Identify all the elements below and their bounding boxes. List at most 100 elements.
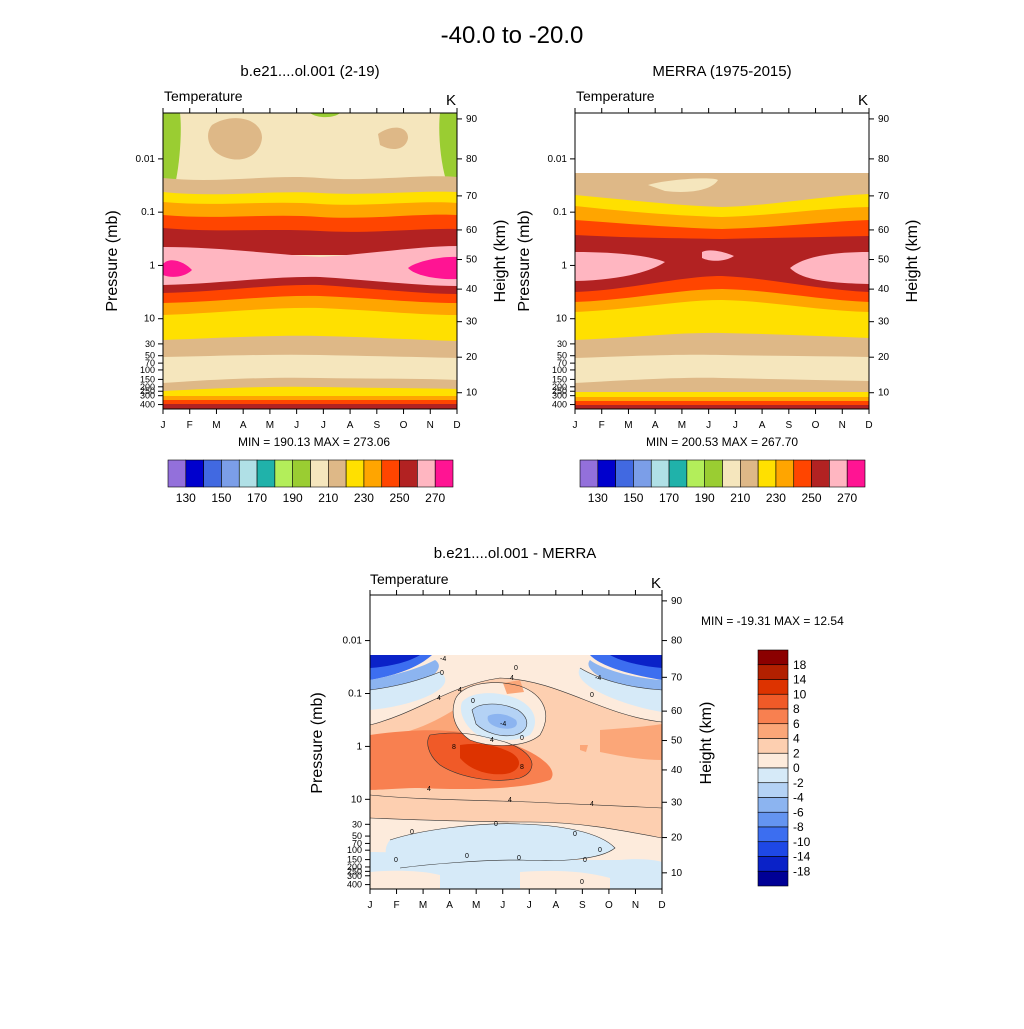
- panel-model-xtick-label: J: [161, 420, 166, 431]
- panel-merra-colorbar-label: 130: [588, 491, 608, 505]
- panel-diff-variable: Temperature: [370, 571, 449, 587]
- panel-merra-colorbar-swatch: [793, 459, 812, 488]
- panel-merra-colorbar-label: 250: [802, 491, 822, 505]
- panel-merra-colorbar-label: 210: [730, 491, 750, 505]
- svg-text:0: 0: [410, 829, 414, 836]
- panel-diff-xtick-label: A: [446, 900, 453, 911]
- panel-diff-y2tick-label: 80: [671, 636, 683, 647]
- panel-merra-y2tick-label: 90: [878, 114, 890, 125]
- panel-merra-ytick-label: 30: [557, 339, 567, 349]
- panel-model-frame: [162, 112, 458, 410]
- panel-model-y2tick-label: 50: [466, 255, 478, 266]
- svg-text:0: 0: [517, 855, 521, 862]
- panel-diff-ytick-label: 300: [347, 871, 362, 881]
- panel-merra-xtick-label: J: [733, 420, 738, 431]
- panel-merra-y2label: Height (km): [904, 220, 921, 303]
- panel-model-ytick-label: 0.01: [136, 154, 156, 165]
- panel-diff-y2tick-label: 60: [671, 706, 683, 717]
- panel-model-ytick-label: 0.1: [141, 207, 155, 218]
- panel-merra-y2tick-label: 20: [878, 352, 890, 363]
- panel-diff-colorbar-label: -10: [793, 835, 811, 849]
- panel-merra-colorbar-swatch: [686, 459, 705, 488]
- panel-diff-colorbar-label: 14: [793, 673, 807, 687]
- panel-model-y2tick-label: 80: [466, 154, 478, 165]
- panel-diff-colorbar-swatch: [757, 856, 789, 872]
- svg-text:0: 0: [590, 692, 594, 699]
- panel-model-xtick-label: A: [240, 420, 247, 431]
- panel-model-xtick-label: J: [294, 420, 299, 431]
- panel-merra-ytick-label: 0.01: [548, 154, 568, 165]
- panel-diff-ytick-label: 30: [352, 819, 362, 829]
- panel-diff-title: b.e21....ol.001 - MERRA: [434, 545, 597, 562]
- panel-diff-y2tick-label: 10: [671, 868, 683, 879]
- panel-diff-ytick-label: 200: [347, 862, 362, 872]
- panel-model-colorbar: 130 150 170 190 210 230 250 270: [167, 459, 454, 505]
- panel-merra-xtick-label: O: [812, 420, 820, 431]
- panel-merra-ytick-label: 150: [552, 374, 567, 384]
- panel-model-xtick-label: A: [347, 420, 354, 431]
- panel-merra-xtick-label: S: [785, 420, 792, 431]
- panel-model-ytick-label: 50: [145, 351, 155, 361]
- panel-diff-colorbar-swatch: [757, 752, 789, 769]
- panel-merra-ytick-label: 50: [557, 351, 567, 361]
- panel-diff-colorbar-swatch: [757, 664, 789, 680]
- svg-text:0: 0: [520, 735, 524, 742]
- panel-merra-units: K: [858, 92, 868, 109]
- panel-merra-ytick-label: 100: [552, 365, 567, 375]
- panel-model-colorbar-swatch: [345, 459, 365, 488]
- svg-text:4: 4: [458, 687, 462, 694]
- panel-model-colorbar-swatch: [310, 459, 329, 488]
- panel-diff-colorbar-label: 4: [793, 732, 800, 746]
- panel-model-ylabel: Pressure (mb): [104, 210, 121, 311]
- panel-merra-xtick-label: A: [759, 420, 766, 431]
- svg-text:0: 0: [573, 831, 577, 838]
- panel-merra-colorbar-swatch: [811, 459, 830, 488]
- svg-text:4: 4: [590, 801, 594, 808]
- panel-merra-colorbar-swatch: [650, 459, 670, 488]
- panel-merra-colorbar-label: 230: [766, 491, 786, 505]
- panel-diff-colorbar-swatch: [757, 826, 789, 843]
- panel-merra-field: [575, 113, 869, 409]
- panel-model-ytick-label: 200: [140, 382, 155, 392]
- panel-merra-colorbar-swatch: [846, 459, 866, 488]
- panel-diff-y2tick-label: 40: [671, 765, 683, 776]
- panel-diff-xtick-label: S: [579, 900, 586, 911]
- panel-merra-xtick-label: J: [573, 420, 578, 431]
- panel-merra-ytick-label: 1: [561, 260, 567, 271]
- panel-merra-y2tick-label: 30: [878, 317, 890, 328]
- panel-model-variable: Temperature: [164, 88, 243, 104]
- panel-diff-colorbar-label: 0: [793, 761, 800, 775]
- panel-merra-colorbar: 130 150 170 190 210 230 250 270: [579, 459, 866, 505]
- panel-model-colorbar-swatch: [274, 459, 293, 488]
- panel-model-colorbar-label: 130: [176, 491, 196, 505]
- panel-merra-y2tick-label: 60: [878, 225, 890, 236]
- panel-diff-colorbar-label: 6: [793, 717, 800, 731]
- panel-merra-colorbar-swatch: [775, 459, 795, 488]
- panel-model-y2tick-label: 70: [466, 191, 478, 202]
- panel-diff-colorbar-label: -6: [793, 805, 804, 819]
- panel-merra-ytick-label: 0.1: [553, 207, 567, 218]
- panel-merra-xtick-label: N: [839, 420, 846, 431]
- panel-merra-colorbar-swatch: [704, 459, 723, 488]
- panel-merra-y2tick-label: 70: [878, 191, 890, 202]
- panel-model-units: K: [446, 92, 456, 109]
- panel-model-colorbar-swatch: [167, 459, 187, 488]
- figure-title: -40.0 to -20.0: [441, 22, 584, 49]
- panel-diff-ytick-label: 0.1: [348, 688, 362, 699]
- panel-model-colorbar-label: 230: [354, 491, 374, 505]
- svg-text:8: 8: [452, 744, 456, 751]
- panel-merra-variable: Temperature: [576, 88, 655, 104]
- panel-merra-colorbar-label: 170: [659, 491, 679, 505]
- panel-model-colorbar-swatch: [434, 459, 454, 488]
- panel-diff-colorbar-label: 8: [793, 702, 800, 716]
- panel-model-ytick-label: 150: [140, 374, 155, 384]
- panel-diff-y2tick-label: 20: [671, 833, 683, 844]
- panel-diff-xtick-label: M: [472, 900, 480, 911]
- panel-diff-ytick-label: 10: [351, 794, 363, 805]
- panel-diff-units: K: [651, 575, 661, 592]
- panel-diff-xtick-label: D: [658, 900, 665, 911]
- panel-diff-y2tick-label: 50: [671, 736, 683, 747]
- panel-diff-field: -404 -404 400 -404 884 440 0 00 00 0 00: [370, 595, 662, 889]
- panel-merra-xtick-label: M: [624, 420, 632, 431]
- svg-text:0: 0: [514, 665, 518, 672]
